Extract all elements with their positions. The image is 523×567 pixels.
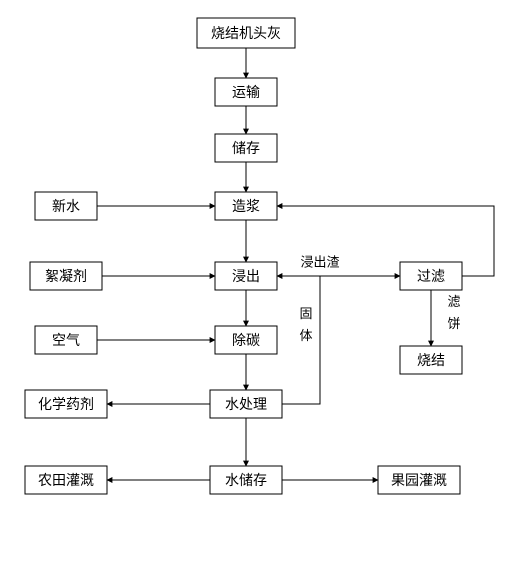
flow-node-n_chem: 化学药剂 xyxy=(25,390,107,418)
flow-node-label: 絮凝剂 xyxy=(45,268,87,284)
flow-node-label: 水储存 xyxy=(225,472,267,488)
flow-node-label: 过滤 xyxy=(417,268,445,284)
flow-node-label: 造浆 xyxy=(232,198,260,214)
flow-node-label: 除碳 xyxy=(232,332,260,348)
flow-node-label: 农田灌溉 xyxy=(38,472,94,488)
flow-node-n_fresh: 新水 xyxy=(35,192,97,220)
flow-edge-vlabel-char: 饼 xyxy=(447,316,460,331)
flow-node-label: 化学药剂 xyxy=(38,396,94,412)
flow-edge-vlabel-char: 滤 xyxy=(447,294,460,309)
flow-node-label: 新水 xyxy=(52,198,80,214)
flow-edge-vlabel-char: 体 xyxy=(299,328,312,343)
flow-node-label: 果园灌溉 xyxy=(391,472,447,488)
flow-node-n_filter: 过滤 xyxy=(400,262,462,290)
flow-node-label: 运输 xyxy=(232,84,260,100)
flow-node-n_leach: 浸出 xyxy=(215,262,277,290)
flow-node-n_air: 空气 xyxy=(35,326,97,354)
flow-node-n_dec: 除碳 xyxy=(215,326,277,354)
flow-node-n_farm: 农田灌溉 xyxy=(25,466,107,494)
flow-node-label: 烧结机头灰 xyxy=(211,25,281,41)
flow-node-n_pulp: 造浆 xyxy=(215,192,277,220)
flow-node-n_sinter: 烧结 xyxy=(400,346,462,374)
flow-node-label: 烧结 xyxy=(417,352,445,368)
flow-node-n_water: 水处理 xyxy=(210,390,282,418)
flow-node-n_wstore: 水储存 xyxy=(210,466,282,494)
flow-node-n_floc: 絮凝剂 xyxy=(30,262,102,290)
flow-node-n_source: 烧结机头灰 xyxy=(197,18,295,48)
flow-node-n_transport: 运输 xyxy=(215,78,277,106)
flow-node-label: 空气 xyxy=(52,332,80,348)
flowchart-canvas: 烧结机头灰运输储存造浆浸出除碳水处理水储存 新水絮凝剂空气化学药剂农田灌溉 过滤烧结… xyxy=(0,0,523,567)
flow-node-label: 水处理 xyxy=(225,396,267,412)
flow-node-n_orchard: 果园灌溉 xyxy=(378,466,460,494)
flow-node-label: 储存 xyxy=(232,140,260,156)
flow-edge-vlabel-char: 固 xyxy=(299,306,312,321)
flow-node-n_store: 储存 xyxy=(215,134,277,162)
flow-edge-label: 浸出渣 xyxy=(300,255,339,270)
flow-node-label: 浸出 xyxy=(232,268,260,284)
